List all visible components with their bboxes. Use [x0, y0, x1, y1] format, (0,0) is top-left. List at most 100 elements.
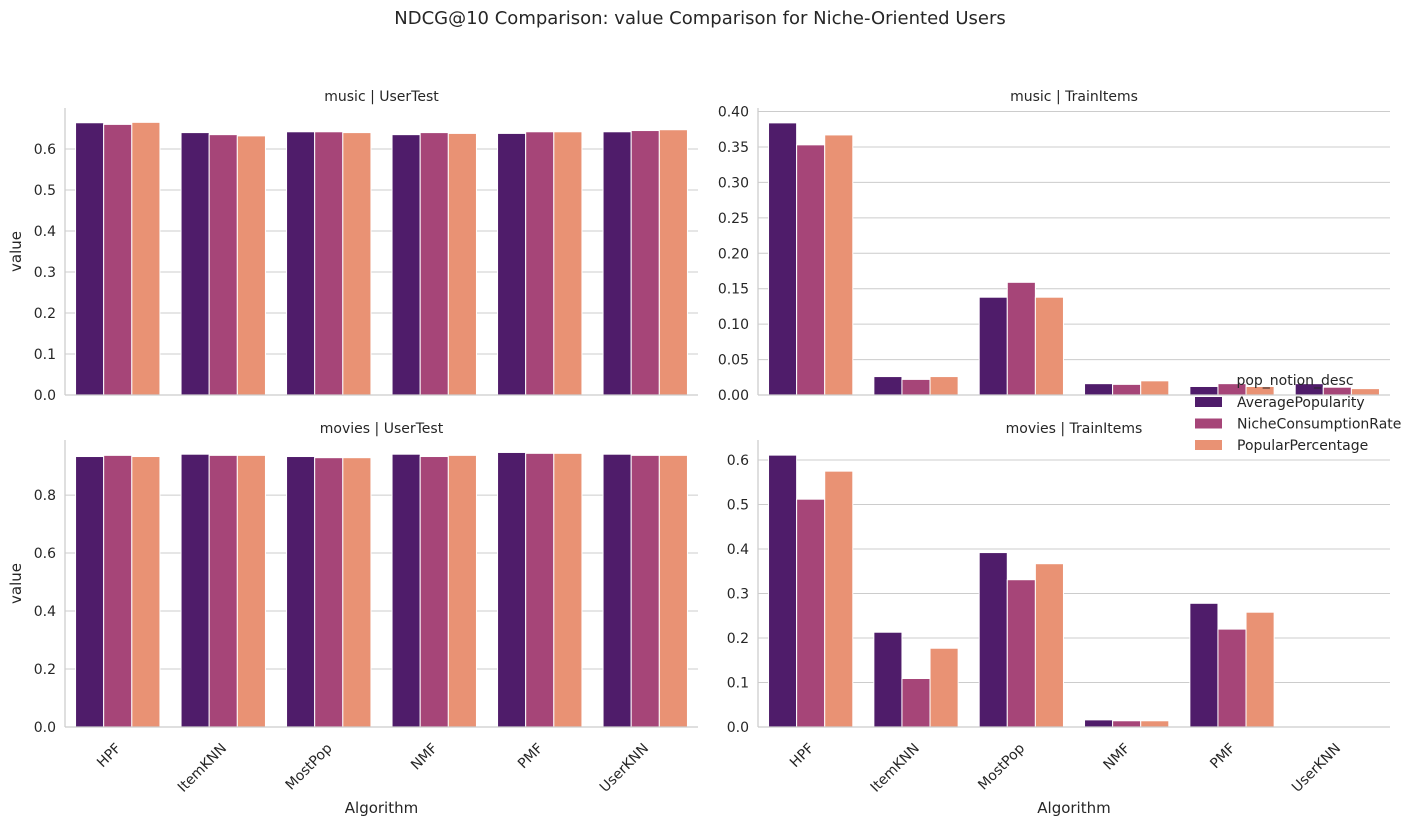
y-tick-label: 0.8: [34, 488, 56, 504]
bar-nmf-nicheconsumptionrate: [419, 132, 449, 396]
bar-nmf-popularpercentage: [1140, 380, 1170, 396]
bar-itemknn-popularpercentage: [236, 135, 266, 396]
y-tick-label: 0.4: [727, 542, 749, 558]
y-tick-label: 0.2: [727, 631, 749, 647]
figure-title: NDCG@10 Comparison: value Comparison for…: [394, 8, 1005, 29]
y-tick-label: 0.5: [34, 183, 56, 199]
bar-mostpop-popularpercentage: [342, 457, 372, 728]
y-axis-label: value: [7, 231, 25, 272]
panel-title: movies | TrainItems: [1006, 421, 1143, 437]
legend-label: NicheConsumptionRate: [1237, 417, 1401, 433]
bar-pmf-popularpercentage: [553, 131, 583, 396]
y-tick-label: 0.0: [34, 388, 56, 404]
bar-hpf-nicheconsumptionrate: [796, 144, 826, 396]
x-axis-label: Algorithm: [345, 799, 418, 817]
bar-itemknn-popularpercentage: [236, 454, 266, 728]
legend-swatch: [1195, 418, 1222, 429]
bar-nmf-popularpercentage: [447, 454, 477, 728]
bar-nmf-averagepopularity: [1084, 719, 1114, 728]
legend-swatch: [1195, 440, 1222, 450]
bar-nmf-popularpercentage: [447, 132, 477, 396]
bar-itemknn-averagepopularity: [873, 376, 903, 396]
bar-hpf-popularpercentage: [824, 470, 854, 728]
y-tick-label: 0.20: [718, 246, 749, 262]
bar-userknn-popularpercentage: [658, 454, 688, 728]
bar-itemknn-nicheconsumptionrate: [208, 454, 238, 728]
bar-pmf-nicheconsumptionrate: [525, 452, 555, 728]
bar-mostpop-nicheconsumptionrate: [314, 131, 344, 396]
y-tick-label: 0.5: [727, 498, 749, 514]
bar-itemknn-nicheconsumptionrate: [208, 134, 238, 396]
bar-mostpop-popularpercentage: [342, 132, 372, 396]
bar-pmf-averagepopularity: [1189, 385, 1219, 396]
y-tick-label: 0.2: [34, 306, 56, 322]
bar-itemknn-averagepopularity: [180, 132, 210, 396]
panel-1: 0.0 0.1 0.2 0.3 0.4 0.5 0.6 music | UserTest val…: [7, 89, 698, 404]
bar-nmf-nicheconsumptionrate: [419, 456, 449, 728]
bar-userknn-popularpercentage: [658, 129, 688, 396]
bar-itemknn-averagepopularity: [873, 631, 903, 728]
bar-itemknn-popularpercentage: [929, 647, 959, 728]
bar-itemknn-popularpercentage: [929, 376, 959, 396]
panel-2: 0.00 0.05 0.10 0.15 0.20 0.25 0.30 0.35 0.40 musi…: [718, 89, 1390, 404]
bar-nmf-averagepopularity: [391, 134, 421, 396]
y-tick-label: 0.3: [34, 265, 56, 281]
bar-pmf-popularpercentage: [1245, 611, 1275, 728]
bar-mostpop-averagepopularity: [286, 131, 316, 396]
panel-title: music | TrainItems: [1010, 89, 1138, 105]
legend: pop_notion_desc AveragePopularity NicheCo…: [1195, 373, 1401, 454]
bar-userknn-nicheconsumptionrate: [630, 130, 660, 396]
bar-hpf-popularpercentage: [824, 134, 854, 396]
bar-userknn-averagepopularity: [602, 131, 632, 396]
legend-title: pop_notion_desc: [1236, 373, 1353, 389]
bar-userknn-averagepopularity: [602, 453, 632, 728]
y-tick-label: 0.6: [727, 453, 749, 469]
legend-swatch: [1195, 397, 1222, 407]
bar-mostpop-popularpercentage: [1034, 296, 1064, 396]
bar-pmf-popularpercentage: [553, 452, 583, 728]
legend-label: PopularPercentage: [1237, 438, 1368, 454]
bar-mostpop-nicheconsumptionrate: [1006, 281, 1036, 396]
bar-mostpop-nicheconsumptionrate: [1006, 579, 1036, 728]
y-tick-label: 0.2: [34, 662, 56, 678]
y-tick-label: 0.40: [718, 105, 749, 121]
bar-nmf-popularpercentage: [1140, 720, 1170, 728]
y-tick-label: 0.00: [718, 388, 749, 404]
bar-hpf-averagepopularity: [75, 456, 105, 728]
bar-pmf-averagepopularity: [497, 451, 527, 728]
bar-mostpop-averagepopularity: [978, 296, 1008, 396]
bar-mostpop-averagepopularity: [978, 552, 1008, 728]
bar-hpf-nicheconsumptionrate: [796, 498, 826, 728]
bar-hpf-nicheconsumptionrate: [103, 454, 133, 728]
bar-userknn-nicheconsumptionrate: [630, 454, 660, 728]
bar-nmf-averagepopularity: [391, 453, 421, 728]
x-axis-label: Algorithm: [1037, 799, 1110, 817]
y-tick-label: 0.05: [718, 353, 749, 369]
y-tick-label: 0.1: [727, 676, 749, 692]
bar-hpf-averagepopularity: [768, 454, 798, 728]
bar-itemknn-averagepopularity: [180, 453, 210, 728]
panels: 0.0 0.1 0.2 0.3 0.4 0.5 0.6 music | UserTest val…: [7, 89, 1390, 817]
y-tick-label: 0.25: [718, 211, 749, 227]
bar-itemknn-nicheconsumptionrate: [901, 378, 931, 396]
bar-hpf-nicheconsumptionrate: [103, 123, 133, 396]
y-tick-label: 0.3: [727, 587, 749, 603]
bar-mostpop-nicheconsumptionrate: [314, 457, 344, 728]
y-tick-label: 0.0: [34, 720, 56, 736]
y-tick-label: 0.6: [34, 142, 56, 158]
y-tick-label: 0.1: [34, 347, 56, 363]
bar-mostpop-popularpercentage: [1034, 563, 1064, 728]
y-tick-label: 0.0: [727, 720, 749, 736]
bar-hpf-averagepopularity: [75, 122, 105, 396]
y-tick-label: 0.30: [718, 175, 749, 191]
bar-pmf-nicheconsumptionrate: [525, 131, 555, 396]
y-tick-label: 0.15: [718, 282, 749, 298]
bar-hpf-popularpercentage: [131, 456, 161, 728]
bar-pmf-averagepopularity: [1189, 602, 1219, 728]
y-tick-label: 0.10: [718, 317, 749, 333]
bar-pmf-nicheconsumptionrate: [1217, 628, 1247, 728]
bar-hpf-averagepopularity: [768, 122, 798, 396]
y-tick-label: 0.4: [34, 224, 56, 240]
